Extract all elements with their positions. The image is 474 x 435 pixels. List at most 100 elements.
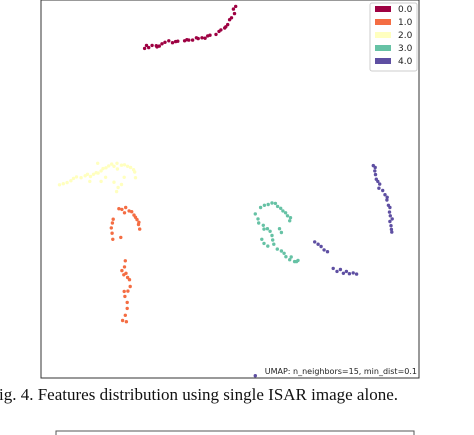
scatter-points [57,4,394,378]
point-series-2.0-17 [110,162,114,166]
point-series-2.0-16 [107,164,111,168]
point-series-2.0-31 [114,189,119,194]
point-series-2.0-13 [99,169,103,173]
legend-swatch-2.0 [375,32,391,38]
point-series-3.0-33 [266,244,270,248]
point-series-0.0-0 [234,4,238,9]
point-series-2.0-26 [133,170,137,174]
legend-label-3.0: 3.0 [398,44,413,54]
point-series-4.0-34 [253,374,257,378]
point-series-0.0-13 [203,36,207,40]
point-series-1.0-32 [120,318,125,323]
point-series-3.0-25 [284,255,288,259]
point-series-1.0-28 [123,294,127,299]
point-series-1.0-16 [111,237,115,241]
point-series-0.0-23 [170,41,175,45]
next-figure-frame [55,430,415,435]
umap-annotation: UMAP: n_neighbors=15, min_dist=0.1 [265,367,417,376]
point-series-1.0-15 [110,231,114,235]
point-series-3.0-31 [260,237,264,241]
point-series-3.0-3 [270,201,274,205]
point-series-3.0-22 [275,247,279,251]
point-series-2.0-29 [119,182,124,187]
legend-swatch-4.0 [375,58,391,64]
point-series-0.0-26 [160,42,164,46]
point-series-0.0-4 [227,18,232,22]
legend-swatch-3.0 [375,45,391,51]
point-series-1.0-31 [123,313,128,317]
point-series-4.0-6 [378,182,382,186]
legend-label-0.0: 0.0 [398,5,413,15]
point-series-4.0-16 [390,217,394,221]
point-series-1.0-30 [125,306,129,311]
point-series-2.0-12 [96,171,100,175]
point-series-1.0-0 [117,207,121,211]
point-series-2.0-36 [112,180,116,184]
point-series-3.0-30 [296,258,300,263]
point-series-2.0-6 [79,176,83,180]
point-series-3.0-23 [279,249,284,253]
point-series-2.0-18 [112,164,116,168]
point-series-0.0-2 [232,11,237,16]
point-series-3.0-32 [262,241,266,246]
point-series-1.0-22 [124,271,128,275]
point-series-3.0-11 [288,219,292,223]
point-series-1.0-5 [130,210,134,214]
point-series-4.0-28 [338,267,343,272]
point-series-4.0-30 [344,269,349,274]
point-series-3.0-0 [258,205,263,210]
point-series-1.0-1 [120,207,124,212]
point-series-3.0-14 [257,221,261,225]
point-series-4.0-14 [387,210,392,214]
point-series-1.0-29 [125,300,129,305]
point-series-3.0-18 [268,229,272,233]
point-series-1.0-12 [111,217,115,221]
point-series-3.0-16 [262,227,266,231]
point-series-0.0-25 [163,40,167,44]
point-series-4.0-25 [325,250,330,254]
point-series-3.0-10 [288,216,293,220]
point-series-0.0-17 [190,38,195,42]
point-series-3.0-24 [282,251,286,255]
point-series-3.0-1 [262,203,267,207]
point-series-0.0-10 [214,32,218,37]
point-series-0.0-9 [217,29,221,34]
point-series-4.0-24 [322,248,326,252]
point-series-4.0-2 [373,169,377,173]
point-series-1.0-23 [125,275,130,280]
point-series-4.0-15 [388,214,392,218]
legend: 0.0 1.0 2.0 3.0 4.0 [369,2,418,72]
point-series-2.0-10 [91,172,96,176]
point-series-3.0-34 [277,227,282,231]
legend-label-2.0: 2.0 [398,31,413,41]
point-series-1.0-3 [122,211,127,215]
point-series-2.0-34 [88,179,92,184]
point-series-2.0-33 [103,175,108,179]
point-series-2.0-24 [128,165,133,170]
point-series-0.0-24 [167,39,171,43]
point-series-1.0-26 [126,289,130,293]
point-series-4.0-1 [373,165,377,170]
point-series-2.0-30 [116,185,120,190]
point-series-3.0-5 [275,204,280,209]
point-series-2.0-4 [71,176,76,181]
point-series-0.0-5 [226,22,230,27]
point-series-0.0-12 [206,34,210,38]
point-series-2.0-19 [115,167,120,171]
point-series-3.0-7 [281,209,285,213]
point-series-0.0-16 [194,36,199,40]
point-series-2.0-15 [104,166,108,170]
point-series-0.0-22 [173,39,178,44]
point-series-4.0-3 [373,172,378,177]
point-series-2.0-28 [122,175,126,179]
point-series-3.0-35 [279,230,284,235]
legend-label-1.0: 1.0 [398,18,413,28]
point-series-4.0-5 [376,179,380,184]
point-series-3.0-20 [271,238,275,242]
point-series-4.0-17 [388,219,392,224]
point-series-3.0-26 [288,258,292,262]
point-series-4.0-11 [385,198,389,202]
point-series-4.0-32 [351,271,355,275]
point-series-1.0-14 [109,226,114,230]
